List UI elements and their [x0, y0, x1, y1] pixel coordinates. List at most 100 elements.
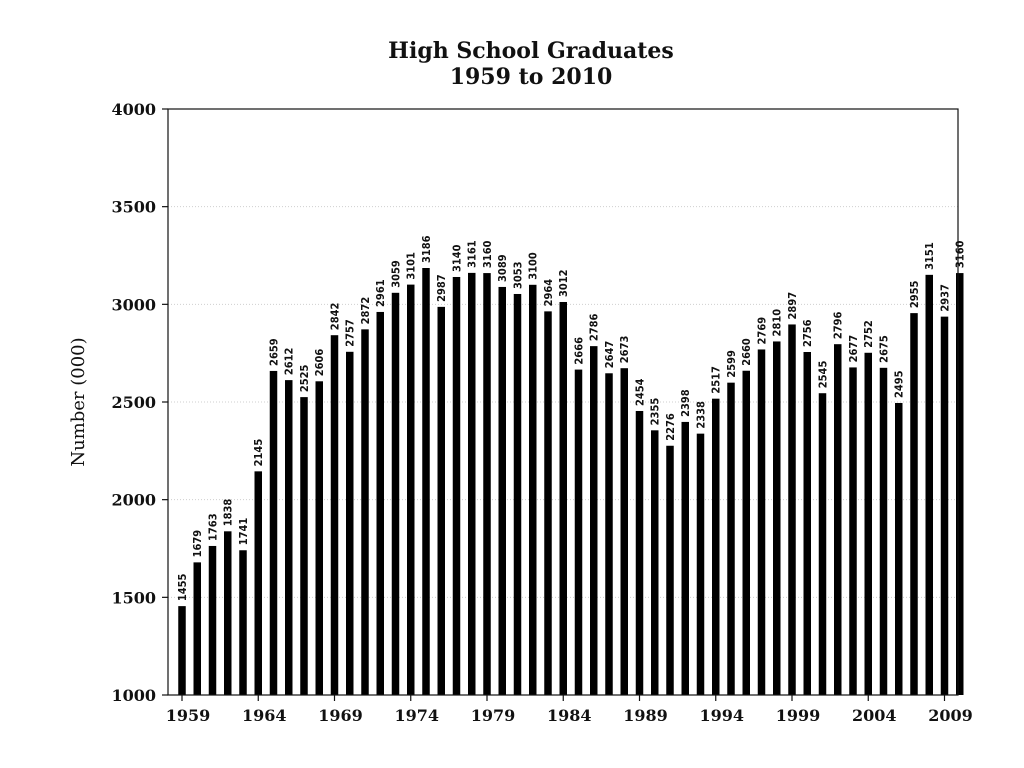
bar	[193, 562, 201, 695]
bar	[757, 349, 766, 695]
y-tick-label: 4000	[111, 100, 156, 119]
data-label: 2752	[862, 320, 875, 348]
bar	[620, 368, 628, 695]
data-label: 2796	[832, 312, 845, 340]
bar	[696, 433, 705, 695]
bar	[849, 367, 857, 695]
bar	[742, 370, 750, 695]
data-label: 2660	[740, 338, 753, 366]
x-axis-ticks: 1959 1964 1969 1974 1979 1984 1989 1994 1999 2004…	[166, 695, 973, 725]
bar	[529, 284, 537, 695]
bar	[513, 293, 522, 695]
x-tick-label: 1999	[776, 706, 821, 725]
data-label: 2545	[817, 361, 830, 389]
y-axis-label: Number (000)	[68, 337, 89, 466]
y-tick-label: 3500	[111, 198, 156, 217]
bars	[178, 268, 964, 695]
data-label: 2961	[374, 279, 387, 307]
data-label: 2955	[908, 280, 921, 308]
data-label: 2398	[679, 389, 692, 417]
x-tick-label: 1979	[471, 706, 516, 725]
bar	[727, 382, 735, 695]
bar	[788, 324, 796, 695]
bar	[239, 550, 247, 695]
bar	[559, 301, 567, 695]
data-label: 2525	[298, 364, 311, 392]
data-label: 2757	[344, 319, 357, 347]
data-label: 2495	[893, 370, 906, 398]
bar	[681, 421, 689, 695]
data-label: 2675	[878, 335, 891, 363]
bar	[269, 370, 278, 695]
bar	[254, 471, 262, 695]
data-label: 3012	[557, 269, 570, 297]
y-axis-ticks: 1000 1500 2000 2500 3000 3500 4000	[111, 100, 168, 705]
data-label: 1679	[191, 530, 204, 558]
data-label: 2677	[847, 335, 860, 363]
data-label: 3160	[954, 240, 967, 268]
data-label: 2454	[634, 378, 647, 406]
data-label: 2897	[786, 292, 799, 320]
data-label: 3151	[923, 242, 936, 270]
bar	[544, 311, 552, 695]
y-tick-label: 1000	[111, 686, 156, 705]
data-label: 3053	[512, 261, 525, 289]
bar	[773, 341, 781, 695]
bar	[803, 351, 811, 695]
data-label: 2756	[801, 319, 814, 347]
bar	[605, 373, 613, 695]
bar	[925, 274, 933, 695]
bar	[895, 402, 903, 695]
y-tick-label: 1500	[111, 588, 156, 607]
chart-subtitle: 1959 to 2010	[450, 64, 613, 90]
x-tick-label: 1959	[166, 706, 211, 725]
bar	[437, 306, 445, 695]
bar	[315, 381, 323, 695]
bar	[483, 273, 491, 695]
x-tick-label: 1964	[242, 706, 287, 725]
bar	[346, 351, 354, 695]
data-label: 3140	[451, 244, 464, 272]
data-label: 3089	[496, 254, 509, 282]
data-label: 2599	[725, 350, 738, 378]
data-label: 3160	[481, 240, 494, 268]
data-label: 3161	[466, 240, 479, 268]
bar	[956, 273, 964, 695]
data-label: 3186	[420, 235, 433, 263]
data-label: 2647	[603, 341, 616, 369]
bar	[940, 316, 949, 695]
x-tick-label: 2009	[928, 706, 973, 725]
data-label: 3101	[405, 252, 418, 280]
data-label: 2872	[359, 297, 372, 325]
data-label: 2786	[588, 313, 601, 341]
bar	[376, 311, 384, 695]
data-label: 2606	[313, 349, 326, 377]
bar	[834, 344, 842, 695]
data-label: 3059	[390, 260, 403, 288]
x-tick-label: 2004	[852, 706, 897, 725]
bar	[574, 369, 583, 695]
bar	[910, 313, 918, 695]
x-tick-label: 1969	[318, 706, 363, 725]
data-label: 2842	[329, 303, 342, 331]
data-label: 3100	[527, 252, 540, 280]
bar	[498, 286, 506, 695]
bar	[590, 346, 598, 695]
data-label: 1763	[207, 513, 220, 541]
data-label: 2666	[573, 337, 586, 365]
data-label: 2355	[649, 398, 662, 426]
data-label: 2810	[771, 309, 784, 337]
data-label: 2659	[268, 338, 281, 366]
bar	[224, 531, 232, 695]
x-tick-label: 1984	[547, 706, 592, 725]
bar	[407, 284, 415, 695]
bar	[452, 276, 461, 695]
data-label: 2769	[756, 317, 769, 345]
bar	[635, 410, 644, 695]
bar	[422, 268, 430, 695]
data-label: 2612	[283, 347, 296, 375]
y-tick-label: 3000	[111, 295, 156, 314]
chart-title: High School Graduates	[388, 38, 674, 64]
